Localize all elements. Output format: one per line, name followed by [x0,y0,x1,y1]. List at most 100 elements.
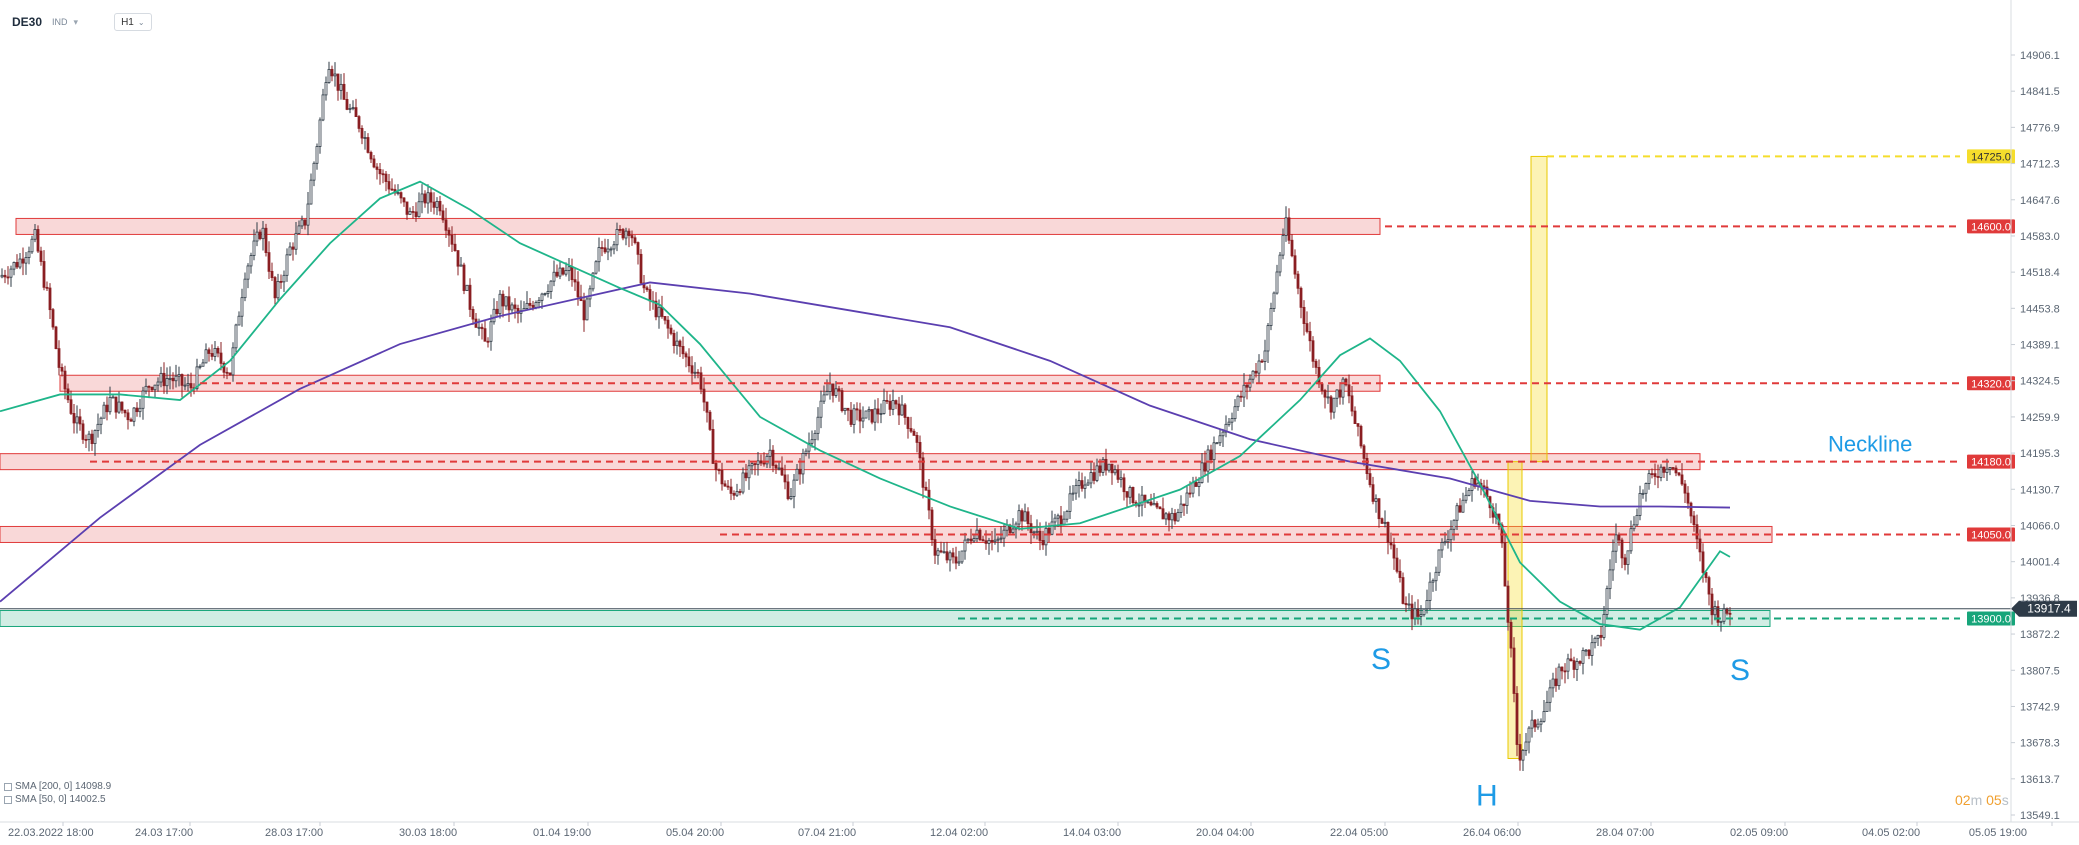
candle[interactable] [1104,458,1108,471]
candle[interactable] [1614,534,1618,552]
candle[interactable] [1182,503,1186,506]
candle[interactable] [1329,396,1333,413]
candle[interactable] [234,324,238,349]
candle[interactable] [1596,634,1600,639]
candle[interactable] [240,297,244,317]
candle[interactable] [1197,482,1201,487]
sma200-line[interactable] [0,281,1731,603]
candle[interactable] [1602,614,1606,638]
candle[interactable] [330,68,334,77]
candle[interactable] [1689,502,1693,517]
candle[interactable] [417,201,421,218]
candle[interactable] [1455,505,1459,521]
candle[interactable] [1431,580,1435,583]
candle[interactable] [1353,410,1357,425]
candle[interactable] [60,367,64,372]
candle[interactable] [942,551,946,554]
candle[interactable] [876,408,880,415]
candle[interactable] [1656,476,1660,478]
candle[interactable] [1338,389,1342,398]
candle[interactable] [1092,472,1096,481]
candle[interactable] [231,347,235,376]
candle[interactable] [1623,557,1627,565]
candle[interactable] [1371,484,1375,502]
candle[interactable] [645,287,649,290]
candle[interactable] [219,352,223,364]
candle[interactable] [1086,482,1090,486]
candle[interactable] [825,391,829,396]
candle[interactable] [390,188,394,191]
candle[interactable] [387,181,391,190]
candle[interactable] [177,374,181,377]
candle[interactable] [1509,621,1513,649]
candle[interactable] [1461,499,1465,513]
candle[interactable] [1257,360,1261,374]
candle[interactable] [120,401,124,411]
candle[interactable] [1281,235,1285,256]
candle[interactable] [1551,678,1555,689]
candle[interactable] [759,460,763,464]
candle[interactable] [222,362,226,373]
candle[interactable] [924,486,928,491]
candle[interactable] [1368,473,1372,486]
candle[interactable] [1530,719,1534,729]
candle[interactable] [936,550,940,556]
candle[interactable] [675,340,679,347]
candle[interactable] [276,281,280,299]
candle[interactable] [1542,711,1546,722]
candle[interactable] [486,340,490,343]
candle[interactable] [1035,530,1039,533]
candle[interactable] [126,412,130,421]
candle[interactable] [1293,255,1297,275]
candle[interactable] [777,467,781,470]
candle[interactable] [1230,418,1234,423]
candle[interactable] [243,278,247,299]
candle[interactable] [741,472,745,493]
candle[interactable] [1209,449,1213,461]
candle[interactable] [1524,741,1528,751]
candle[interactable] [1443,541,1447,544]
candle[interactable] [861,417,865,422]
candle[interactable] [321,94,325,121]
candle[interactable] [297,225,301,234]
candle[interactable] [1638,493,1642,516]
candle[interactable] [396,192,400,195]
candle[interactable] [1290,239,1294,257]
candle[interactable] [693,371,697,374]
candle[interactable] [150,386,154,391]
candle[interactable] [1521,749,1525,761]
candle[interactable] [870,409,874,423]
candle[interactable] [1449,528,1453,541]
candle[interactable] [1590,642,1594,656]
candle[interactable] [1698,538,1702,553]
candle[interactable] [1122,477,1126,493]
candle[interactable] [1605,588,1609,615]
candle[interactable] [348,108,352,110]
candle[interactable] [891,400,895,410]
candle[interactable] [1110,463,1114,474]
candle[interactable] [615,229,619,246]
candle[interactable] [627,230,631,236]
candle[interactable] [1167,513,1171,521]
candle[interactable] [963,539,967,552]
candle[interactable] [1083,484,1087,489]
candle[interactable] [1512,647,1516,694]
candle[interactable] [567,266,571,271]
candle[interactable] [984,540,988,544]
candle[interactable] [1719,620,1723,623]
candle[interactable] [462,264,466,291]
candle[interactable] [528,302,532,306]
candle[interactable] [1194,481,1198,487]
candle[interactable] [453,243,457,251]
candle[interactable] [834,388,838,396]
candle[interactable] [633,237,637,243]
candle[interactable] [213,347,217,357]
candle[interactable] [1146,501,1150,504]
symbol-dropdown-icon[interactable]: ▾ [73,16,79,27]
candle[interactable] [291,246,295,250]
candle[interactable] [1506,585,1510,623]
candle[interactable] [738,491,742,493]
candle[interactable] [237,315,241,326]
candle[interactable] [1080,480,1084,489]
candle[interactable] [705,401,709,413]
